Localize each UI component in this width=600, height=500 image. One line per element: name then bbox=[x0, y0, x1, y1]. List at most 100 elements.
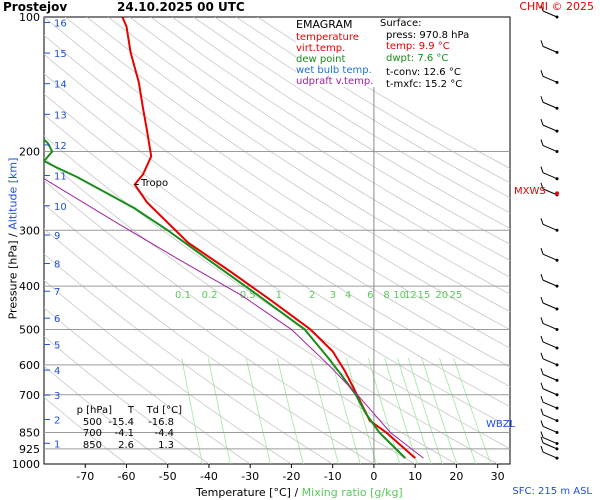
station-name: Prostejov bbox=[3, 0, 68, 14]
y-tick-label: 700 bbox=[19, 389, 40, 402]
x-tick-label: -50 bbox=[159, 470, 177, 483]
y-tick-label: 400 bbox=[19, 280, 40, 293]
y-tick-label: 100 bbox=[19, 11, 40, 24]
x-tick-label: 10 bbox=[408, 470, 422, 483]
wind-barb-flag bbox=[540, 40, 544, 47]
table-header-t: T bbox=[127, 405, 134, 416]
mixing-ratio-label: 2 bbox=[309, 290, 315, 301]
wind-barb-flag bbox=[540, 317, 544, 324]
x-tick-label: -20 bbox=[282, 470, 300, 483]
mxws-label: MXWS bbox=[514, 186, 546, 197]
wind-barb-staff bbox=[542, 145, 558, 153]
wind-barb-flag bbox=[540, 296, 544, 304]
dry-adiabat-line bbox=[150, 17, 510, 245]
wind-barb-staff bbox=[542, 10, 558, 18]
altitude-tick-label: 1 bbox=[54, 439, 60, 450]
wind-barb-flag bbox=[540, 436, 544, 444]
surface-tconv: t-conv: 12.6 °C bbox=[386, 67, 461, 78]
y-tick-label: 200 bbox=[19, 146, 40, 159]
wind-barb-staff bbox=[542, 437, 558, 445]
surface-temp: temp: 9.9 °C bbox=[386, 41, 450, 52]
mixing-ratio-line bbox=[407, 358, 443, 464]
mixing-ratio-line bbox=[181, 358, 203, 464]
dry-adiabat-line bbox=[129, 17, 510, 261]
x-tick-label: 0 bbox=[370, 470, 377, 483]
altitude-tick-label: 9 bbox=[54, 231, 60, 242]
mixing-ratio-line bbox=[207, 358, 231, 464]
mixing-ratio-line bbox=[310, 358, 339, 464]
x-tick-label: -10 bbox=[324, 470, 342, 483]
wind-barb-staff bbox=[542, 373, 558, 381]
mixing-ratio-label: 8 bbox=[383, 290, 389, 301]
wind-barb-staff bbox=[542, 279, 558, 287]
wind-barb-staff bbox=[542, 388, 558, 396]
wind-barb-flag bbox=[540, 395, 544, 403]
altitude-tick-label: 13 bbox=[54, 110, 67, 121]
altitude-tick-label: 14 bbox=[54, 80, 67, 91]
legend-item: virt.temp. bbox=[296, 43, 346, 54]
wind-barb-staff bbox=[542, 401, 558, 409]
altitude-tick-label: 16 bbox=[54, 18, 67, 29]
legend-item: wet bulb temp. bbox=[296, 65, 372, 76]
mixing-ratio-line bbox=[330, 358, 361, 464]
surface-dwpt: dwpt: 7.6 °C bbox=[386, 52, 449, 64]
tropopause-label: Tropo bbox=[141, 178, 169, 189]
wind-barb-staff bbox=[542, 358, 558, 366]
wind-barb-staff bbox=[542, 223, 558, 231]
dry-adiabat-line bbox=[44, 17, 510, 331]
altitude-tick-label: 15 bbox=[54, 49, 67, 60]
wind-barb-flag bbox=[540, 4, 544, 12]
wind-barb-flag bbox=[540, 352, 544, 359]
dry-adiabat-line bbox=[86, 17, 510, 295]
table-header-td: Td [°C] bbox=[146, 405, 182, 416]
wind-barb-flag bbox=[540, 408, 544, 415]
mxws-marker bbox=[555, 191, 559, 196]
table-header-p: p [hPa] bbox=[76, 405, 112, 416]
x-axis-label-separator: / bbox=[294, 486, 299, 499]
mixing-ratio-label: 0.5 bbox=[240, 290, 256, 301]
x-axis-label-temperature: Temperature [°C] bbox=[196, 486, 291, 499]
mixing-ratio-line bbox=[439, 358, 477, 464]
legend-item: dew point bbox=[296, 54, 346, 65]
dry-adiabat-line bbox=[214, 17, 510, 199]
dry-adiabat-line bbox=[107, 17, 510, 278]
surface-title: Surface: bbox=[380, 18, 422, 29]
mixing-ratio-label: 10 bbox=[393, 290, 406, 301]
wind-barb-staff bbox=[542, 341, 558, 349]
dry-adiabat-line bbox=[44, 113, 510, 428]
sfc-label: SFC: 215 m ASL bbox=[512, 486, 592, 497]
mixing-ratio-label: 0.1 bbox=[175, 290, 191, 301]
mixing-ratio-label: 6 bbox=[367, 290, 373, 301]
wind-barb-flag bbox=[540, 382, 544, 389]
x-axis-label: Temperature [°C] / Mixing ratio [g/kg] bbox=[196, 486, 403, 499]
wind-barb-flag bbox=[540, 166, 544, 173]
wind-barb-flag bbox=[540, 96, 544, 103]
wind-barb-flag bbox=[540, 445, 544, 453]
wind-barb-flag bbox=[540, 70, 544, 77]
level-table: p [hPa] T Td [°C] 500 -15.4 -16.8 700 -4… bbox=[74, 405, 194, 451]
x-tick-label: 30 bbox=[491, 470, 505, 483]
y-axis-label-pressure: Pressure [hPa] bbox=[6, 240, 20, 320]
mixing-ratio-line bbox=[276, 358, 304, 464]
altitude-tick-label: 5 bbox=[54, 340, 60, 351]
altitude-tick-label: 10 bbox=[54, 202, 67, 213]
wind-barb-staff bbox=[542, 124, 558, 132]
wind-barb-staff bbox=[542, 172, 558, 180]
wind-barb-staff bbox=[542, 302, 558, 310]
surface-info: Surface: press: 970.8 hPa temp: 9.9 °C d… bbox=[380, 18, 472, 90]
x-tick-label: 20 bbox=[449, 470, 463, 483]
x-tick-label: -70 bbox=[76, 470, 94, 483]
legend-item: temperature bbox=[296, 32, 359, 43]
wind-barb-staff bbox=[542, 451, 558, 459]
table-row: 700 -4.1 -4.4 bbox=[82, 428, 174, 439]
x-axis-label-mixing: Mixing ratio [g/kg] bbox=[301, 486, 403, 499]
legend: EMAGRAM temperature virt.temp. dew point we… bbox=[296, 18, 376, 87]
wind-barb-flag bbox=[540, 368, 544, 375]
wind-barb-staff bbox=[542, 414, 558, 422]
mixing-ratio-label: 25 bbox=[450, 290, 463, 301]
x-tick-label: -30 bbox=[241, 470, 259, 483]
wind-barb-flag bbox=[540, 335, 544, 343]
wind-barb-flag bbox=[540, 248, 544, 255]
mixing-ratio-label: 15 bbox=[418, 290, 431, 301]
dry-adiabat-line bbox=[171, 17, 510, 229]
